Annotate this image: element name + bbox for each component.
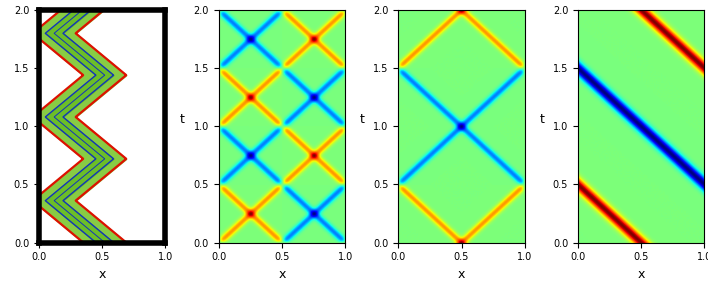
Y-axis label: t: t xyxy=(539,113,544,126)
Y-axis label: t: t xyxy=(180,113,185,126)
Y-axis label: t: t xyxy=(360,113,365,126)
X-axis label: x: x xyxy=(98,268,106,281)
X-axis label: x: x xyxy=(637,268,645,281)
X-axis label: x: x xyxy=(458,268,465,281)
X-axis label: x: x xyxy=(278,268,285,281)
